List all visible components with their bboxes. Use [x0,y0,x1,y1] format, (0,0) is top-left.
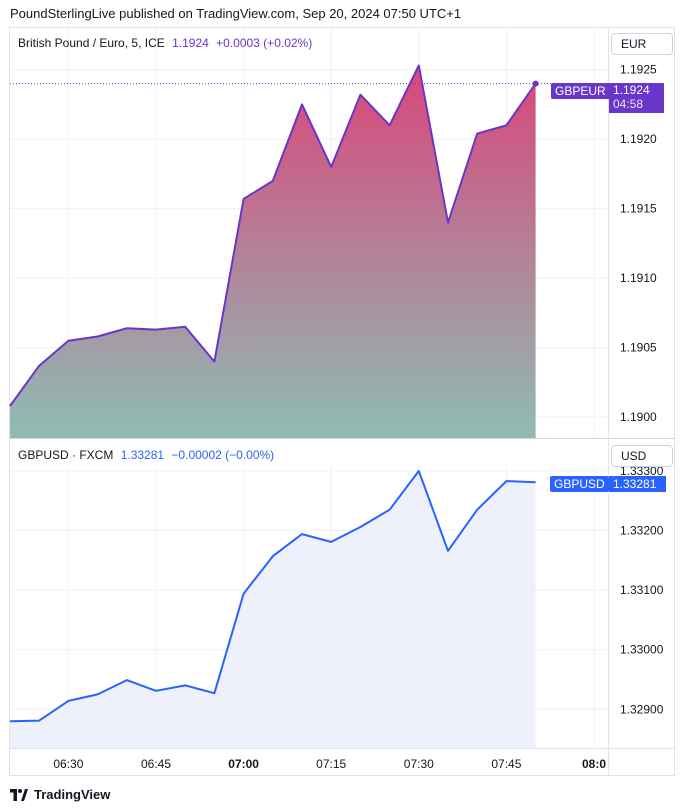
gbpeur-y-tick-label: 1.1905 [620,341,657,355]
top-legend-change: +0.0003 (+0.02%) [216,36,313,50]
gbpusd-symbol-tag: GBPUSD [550,476,609,492]
x-tick-label: 07:45 [491,757,521,771]
gbpeur-y-tick-label: 1.1925 [620,63,657,77]
gbpeur-area [9,64,608,438]
gbpeur-y-tick-label: 1.1920 [620,132,657,146]
top-legend-last: 1.1924 [172,36,209,50]
top-legend[interactable]: British Pound / Euro, 5, ICE 1.1924 +0.0… [18,36,316,50]
gbpeur-series-line [9,64,537,407]
chart-frame [9,27,675,776]
x-tick-label: 06:45 [141,757,171,771]
gbpusd-y-tick-label: 1.33200 [620,524,664,538]
top-legend-symbol: British Pound / Euro, 5, ICE [18,36,165,50]
usd-currency-button[interactable]: USD [611,445,673,467]
gbpusd-area [9,470,536,748]
gbpeur-y-tick-label: 1.1900 [620,410,657,424]
gbpusd-y-tick-label: 1.33000 [620,643,664,657]
x-tick-label: 07:00 [228,757,259,771]
footer[interactable]: TradingView [10,787,110,802]
x-tick-label: 07:15 [316,757,346,771]
x-tick-label: 08:0 [582,757,606,771]
gbpusd-y-tick-label: 1.33300 [620,464,664,478]
gbpeur-y-tick-label: 1.1910 [620,271,657,285]
bottom-legend[interactable]: GBPUSD · FXCM 1.33281 −0.00002 (−0.00%) [18,448,278,462]
gbpeur-price-value: 1.1924 [613,83,650,97]
bottom-legend-symbol: GBPUSD · FXCM [18,448,114,462]
bottom-legend-change: −0.00002 (−0.00%) [171,448,275,462]
gbpeur-countdown: 04:58 [613,97,644,111]
publisher-header: PoundSterlingLive published on TradingVi… [10,6,462,21]
x-tick-label: 07:30 [404,757,434,771]
gbpeur-last-point [532,80,539,87]
gbpusd-area-fill [10,471,536,748]
gbpeur-area-fill [10,65,536,438]
eur-currency-button[interactable]: EUR [611,33,673,55]
tradingview-logo-icon [10,788,28,801]
gbpeur-symbol-tag: GBPEUR [551,83,610,99]
bottom-legend-last: 1.33281 [120,448,165,462]
axes: 1.1900 1.1905 1.1910 1.1915 1.1920 1.1925 1.32… [9,28,675,775]
gbpeur-price-tag: 1.1924 04:58 [609,83,664,113]
x-tick-label: 06:30 [53,757,83,771]
gbpusd-price-tag: 1.33281 [609,476,666,492]
gbpeur-y-tick-label: 1.1915 [620,202,657,216]
footer-brand: TradingView [34,787,111,802]
gbpusd-y-tick-label: 1.32900 [620,702,664,716]
gbpusd-y-tick-label: 1.33100 [620,583,664,597]
